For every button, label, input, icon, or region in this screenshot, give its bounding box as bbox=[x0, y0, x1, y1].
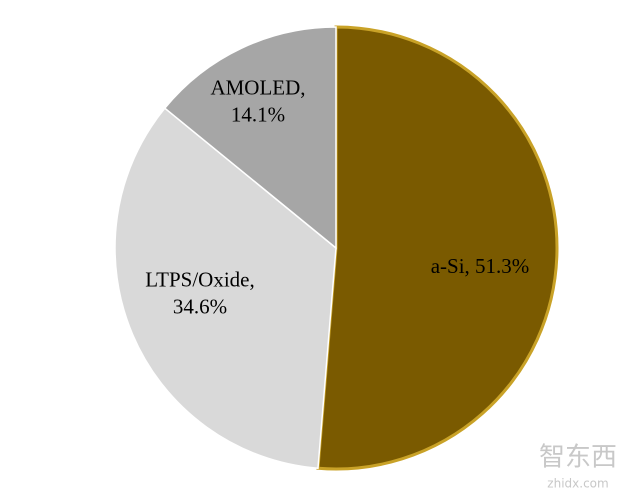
slice-label-line: 34.6% bbox=[173, 294, 227, 318]
pie-slice bbox=[163, 26, 337, 250]
slice-label-line: AMOLED, bbox=[210, 75, 305, 99]
watermark: 智东西 bbox=[539, 443, 617, 473]
watermark-url: zhidx.com bbox=[547, 477, 608, 491]
pie-slice bbox=[316, 25, 559, 471]
pie-slice bbox=[114, 107, 337, 470]
slice-label-line: a-Si, 51.3% bbox=[431, 254, 530, 278]
slice-label-line: 14.1% bbox=[231, 102, 285, 126]
slice-label: LTPS/Oxide, 34.6% bbox=[145, 267, 255, 318]
slice-label-line: LTPS/Oxide, bbox=[145, 267, 255, 291]
slice-label: a-Si, 51.3% bbox=[431, 254, 530, 278]
slice-label: AMOLED, 14.1% bbox=[210, 75, 305, 126]
